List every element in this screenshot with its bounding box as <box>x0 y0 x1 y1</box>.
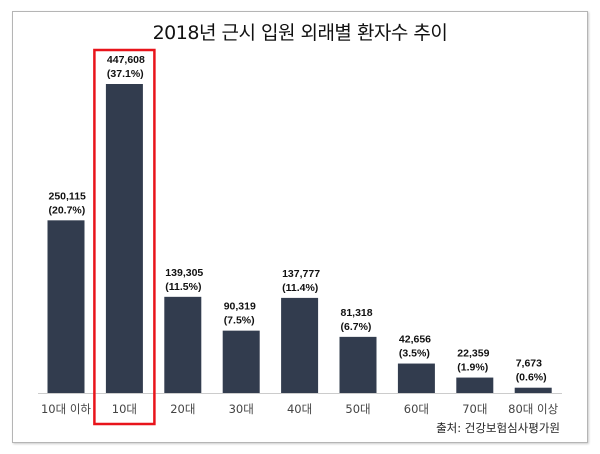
percent-label: (0.6%) <box>516 372 547 384</box>
percent-label: (37.1%) <box>107 68 144 80</box>
x-tick-label: 40대 <box>287 402 312 416</box>
percent-label: (20.7%) <box>49 204 86 216</box>
x-tick-label: 10대 이하 <box>41 402 91 416</box>
highlight-box <box>93 48 156 426</box>
bar-0 <box>47 220 85 393</box>
bar-6 <box>397 363 435 393</box>
value-label: 90,319 <box>224 301 256 313</box>
x-tick-label: 50대 <box>345 402 370 416</box>
x-tick-label: 60대 <box>404 402 429 416</box>
chart-frame <box>12 11 588 443</box>
bar-8 <box>514 387 552 393</box>
bar-1 <box>105 84 143 393</box>
value-label: 81,318 <box>341 307 373 319</box>
percent-label: (7.5%) <box>224 315 255 327</box>
value-label: 7,673 <box>516 358 542 370</box>
bar-2 <box>164 296 202 393</box>
value-label: 250,115 <box>49 190 87 202</box>
x-tick-label: 70대 <box>462 402 487 416</box>
percent-label: (11.5%) <box>165 281 201 293</box>
x-tick-label: 20대 <box>170 402 195 416</box>
percent-label: (6.7%) <box>341 321 372 333</box>
x-tick-label: 30대 <box>229 402 254 416</box>
x-tick-label: 80대 이상 <box>508 402 558 416</box>
value-label: 22,359 <box>457 348 489 360</box>
percent-label: (11.4%) <box>282 282 318 294</box>
bar-5 <box>339 336 377 393</box>
bar-7 <box>456 377 494 393</box>
value-label: 447,608 <box>107 54 145 66</box>
percent-label: (1.9%) <box>457 362 488 374</box>
chart-title: 2018년 근시 입원 외래별 환자수 추이 <box>152 22 448 44</box>
value-label: 137,777 <box>282 268 320 280</box>
bar-4 <box>281 297 319 393</box>
value-label: 42,656 <box>399 334 431 346</box>
bar-3 <box>222 330 260 393</box>
source-note: 출처: 건강보험심사평가원 <box>436 421 560 435</box>
x-tick-label: 10대 <box>112 402 137 416</box>
value-label: 139,305 <box>165 267 203 279</box>
percent-label: (3.5%) <box>399 348 430 360</box>
